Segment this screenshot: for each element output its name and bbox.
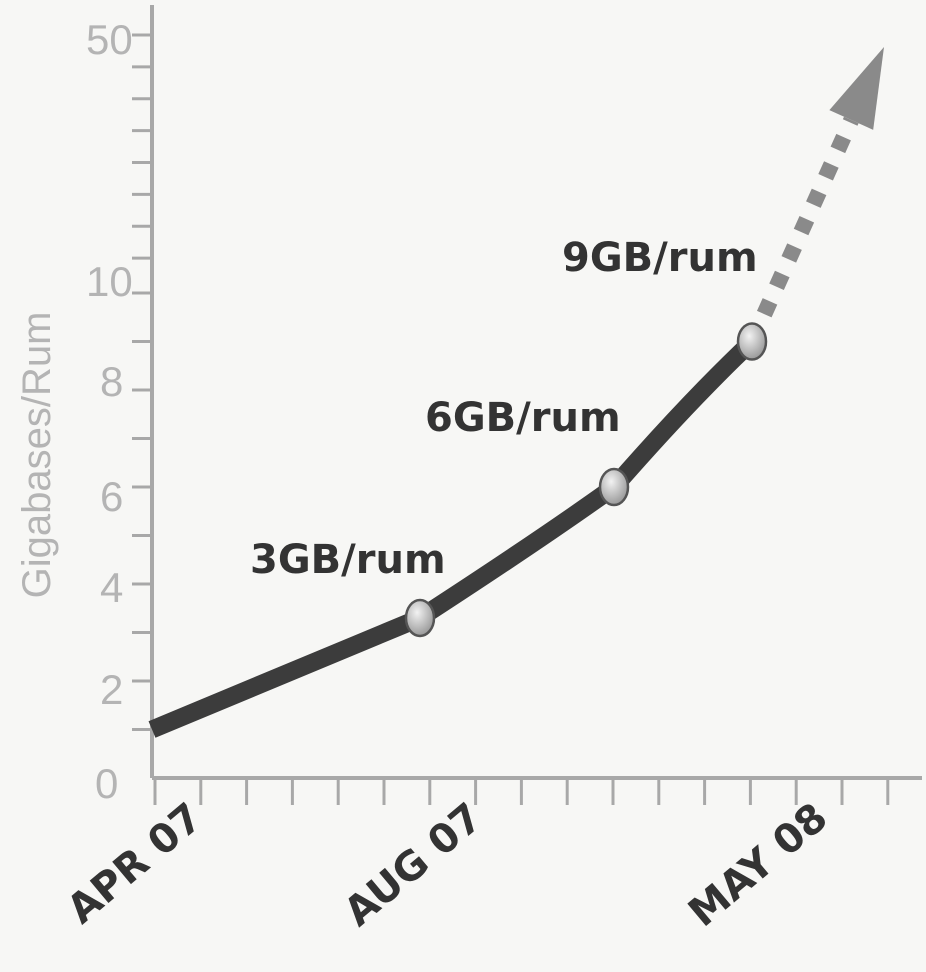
y-axis-label: Gigabases/Rum: [15, 312, 59, 599]
y-tick-label-2: 2: [100, 666, 123, 713]
annotation-3gb: 3GB/rum: [250, 537, 446, 583]
y-axis-ticks: [132, 33, 152, 731]
projection-arrowhead: [829, 47, 884, 130]
y-tick-label-4: 4: [100, 564, 123, 611]
y-tick-label-10: 10: [86, 258, 133, 305]
x-category-label-may08: MAY 08: [680, 794, 836, 936]
projection-dashed-line: [744, 116, 859, 345]
x-axis-ticks: [153, 778, 890, 805]
y-tick-label-0: 0: [95, 760, 118, 807]
x-category-label-apr07: APR 07: [59, 794, 212, 933]
y-tick-label-6: 6: [100, 473, 123, 520]
data-point-marker-2: [598, 467, 630, 507]
y-tick-label-8: 8: [100, 358, 123, 405]
y-tick-label-50: 50: [86, 16, 133, 63]
x-category-label-aug07: AUG 07: [336, 794, 492, 935]
annotation-6gb: 6GB/rum: [425, 395, 621, 441]
series-layer: [148, 47, 884, 738]
data-point-marker-3: [736, 322, 768, 361]
data-point-marker-1: [404, 598, 436, 638]
annotation-9gb: 9GB/rum: [562, 235, 758, 281]
